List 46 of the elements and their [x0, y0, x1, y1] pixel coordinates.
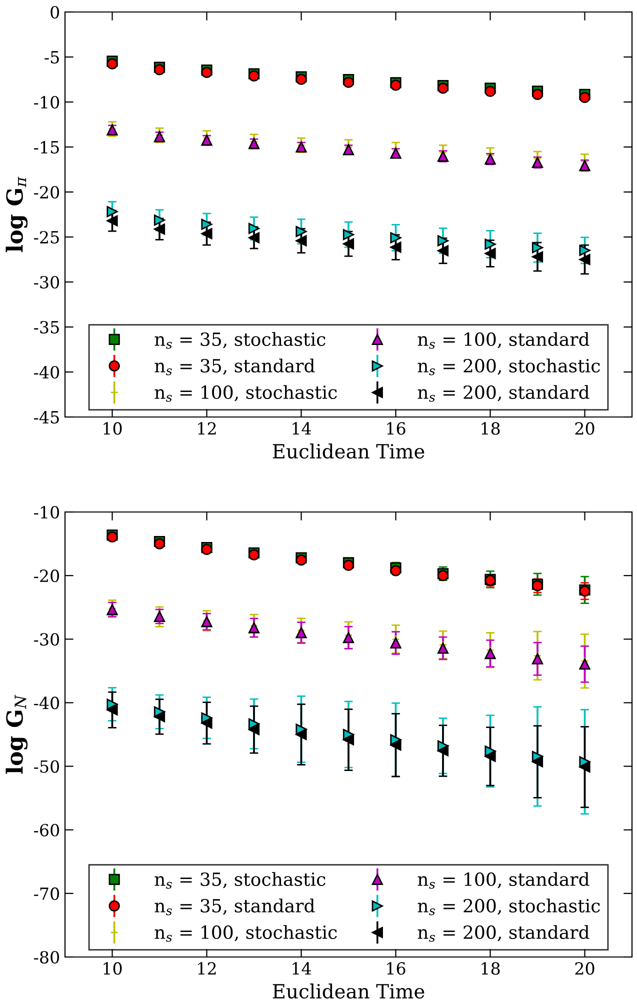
x-tick-label: 12 — [198, 962, 216, 975]
y-tick-label: -30 — [34, 633, 60, 646]
x-axis-title: Euclidean Time — [272, 984, 424, 999]
x-tick-label: 14 — [292, 422, 312, 435]
y-tick-label: 0 — [50, 6, 60, 19]
y-tick-label: -80 — [34, 950, 60, 964]
y-tick-label: -15 — [34, 140, 59, 154]
y-tick-label: -10 — [34, 96, 60, 109]
y-tick-label: -25 — [34, 230, 59, 244]
legend-label: n$_{s}$ = 35, standard — [154, 358, 315, 376]
x-tick-label: 10 — [104, 962, 122, 975]
legend-label: n$_{s}$ = 35, stochastic — [154, 872, 326, 889]
y-axis-title: log G$_{N}$ — [6, 694, 28, 774]
legend-label: n$_{s}$ = 35, standard — [154, 898, 315, 916]
y-tick-label: -40 — [34, 696, 60, 710]
legend-label: n$_{s}$ = 200, standard — [418, 925, 590, 942]
x-tick-label: 14 — [292, 962, 312, 975]
y-tick-label: -40 — [34, 366, 60, 379]
legend-label: n$_{s}$ = 100, stochastic — [154, 925, 337, 942]
legend-label: n$_{s}$ = 200, standard — [418, 385, 590, 402]
x-axis-title: Euclidean Time — [272, 444, 424, 459]
y-tick-label: -70 — [34, 887, 60, 900]
y-tick-label: -45 — [34, 410, 59, 424]
y-tick-label: -30 — [34, 276, 60, 289]
legend-label: n$_{s}$ = 100, standard — [418, 872, 590, 889]
y-tick-label: -5 — [44, 51, 59, 64]
x-tick-label: 20 — [575, 422, 594, 435]
y-axis-title: log G$_{π}$ — [6, 176, 28, 252]
x-tick-label: 12 — [198, 422, 216, 435]
y-tick-label: -35 — [34, 320, 59, 334]
x-tick-label: 20 — [575, 962, 594, 975]
x-tick-label: 18 — [482, 422, 500, 435]
y-tick-label: -20 — [34, 186, 60, 199]
legend-label: n$_{s}$ = 100, stochastic — [154, 385, 337, 402]
y-tick-label: -50 — [34, 760, 60, 773]
x-tick-label: 16 — [387, 962, 406, 975]
legend-label: n$_{s}$ = 35, stochastic — [154, 332, 326, 349]
legend-label: n$_{s}$ = 100, standard — [418, 332, 590, 349]
x-tick-label: 10 — [104, 422, 122, 435]
x-tick-label: 18 — [482, 962, 500, 975]
legend-label: n$_{s}$ = 200, stochastic — [418, 898, 600, 916]
y-tick-label: -20 — [34, 570, 60, 582]
x-tick-label: 16 — [387, 422, 406, 435]
y-tick-label: -60 — [34, 824, 60, 836]
legend-label: n$_{s}$ = 200, stochastic — [418, 358, 600, 376]
y-tick-label: -10 — [34, 506, 60, 519]
